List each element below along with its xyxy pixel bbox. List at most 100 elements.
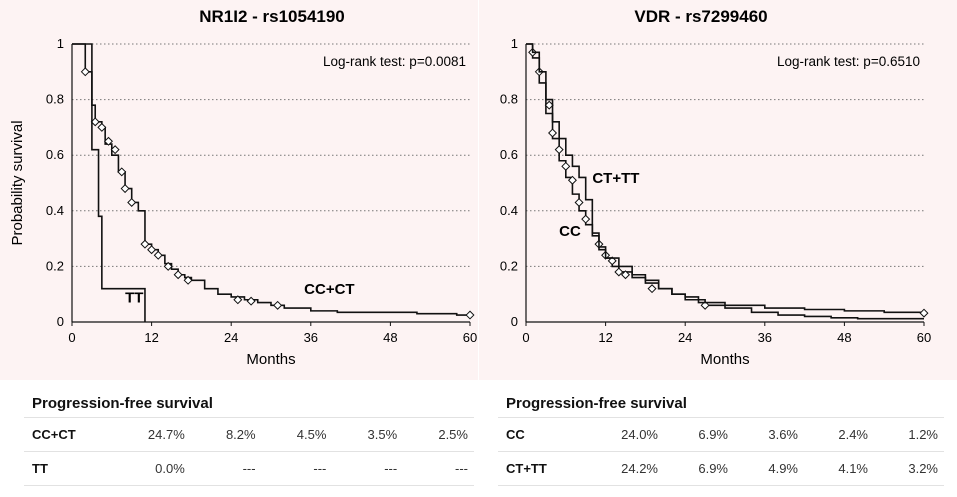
- row-group-label: TT: [32, 461, 48, 476]
- x-tick-label: 48: [837, 330, 851, 345]
- censor-marker: [80, 67, 90, 77]
- table-cell: 2.5%: [438, 427, 468, 442]
- censor-marker: [140, 239, 150, 249]
- series-label: CT+TT: [592, 170, 639, 187]
- y-tick-label: 0.2: [500, 258, 518, 273]
- series-label: TT: [125, 290, 143, 307]
- censor-marker: [581, 214, 591, 224]
- table-row: CT+TT 24.2% 6.9% 4.9% 4.1% 3.2%: [498, 451, 944, 486]
- table-cell: 3.5%: [367, 427, 398, 442]
- y-tick-label: 1: [511, 36, 518, 51]
- censor-marker: [97, 122, 107, 132]
- censor-marker: [153, 250, 163, 260]
- km-chart-nr1i2: NR1I2 - rs1054190 0 0.2 0.4 0.6 0.8 1 0 12 24 36 48…: [0, 0, 478, 380]
- censor-marker: [574, 197, 584, 207]
- plot-background: [0, 0, 478, 380]
- x-tick-label: 48: [383, 330, 397, 345]
- chart-title: VDR - rs7299460: [634, 7, 767, 26]
- table-cell: ---: [384, 461, 398, 476]
- x-tick-label: 12: [598, 330, 612, 345]
- censor-marker: [110, 145, 120, 155]
- row-group-label: CC: [506, 427, 525, 442]
- censor-marker: [120, 184, 130, 194]
- y-tick-label: 0.4: [46, 203, 64, 218]
- y-tick-label: 0: [57, 314, 64, 329]
- table-row: TT 0.0% --- --- --- ---: [24, 451, 474, 486]
- y-tick-label: 0.8: [500, 92, 518, 107]
- pfs-table-vdr: Progression-free survival CC 24.0% 6.9% …: [498, 395, 944, 486]
- censor-marker: [173, 270, 183, 280]
- pfs-table-nr1i2: Progression-free survival CC+CT 24.7% 8.…: [24, 395, 474, 486]
- table-cell: 24.7%: [147, 427, 185, 442]
- censor-marker: [620, 270, 631, 280]
- x-tick-label: 0: [522, 330, 529, 345]
- pfs-table-title: Progression-free survival: [506, 395, 687, 412]
- y-tick-label: 0.4: [500, 203, 518, 218]
- table-cell: 3.6%: [768, 427, 798, 442]
- table-row: CC 24.0% 6.9% 3.6% 2.4% 1.2%: [498, 417, 944, 451]
- log-rank-annotation: Log-rank test: p=0.0081: [323, 54, 466, 69]
- plot-background: [479, 0, 957, 380]
- table-cell: 4.5%: [296, 427, 327, 442]
- censor-marker: [647, 284, 657, 294]
- row-group-label: CC+CT: [32, 427, 76, 442]
- log-rank-annotation: Log-rank test: p=0.6510: [777, 54, 920, 69]
- table-row: CC+CT 24.7% 8.2% 4.5% 3.5% 2.5%: [24, 417, 474, 451]
- x-tick-label: 24: [678, 330, 692, 345]
- censor-marker: [554, 145, 564, 155]
- x-axis-label: Months: [246, 351, 295, 368]
- censor-marker: [246, 296, 256, 306]
- censor-marker: [117, 167, 127, 177]
- x-tick-label: 24: [224, 330, 238, 345]
- chart-title: NR1I2 - rs1054190: [199, 7, 345, 26]
- censor-marker: [614, 267, 624, 277]
- y-tick-label: 0.8: [46, 92, 64, 107]
- table-cell: ---: [454, 461, 468, 476]
- series-label: CC+CT: [304, 281, 354, 298]
- censor-marker: [567, 175, 577, 185]
- censor-marker: [465, 310, 475, 320]
- table-cell: 1.2%: [908, 427, 938, 442]
- table-cell: ---: [242, 461, 256, 476]
- censor-marker: [919, 308, 929, 318]
- y-tick-label: 0.6: [500, 147, 518, 162]
- table-cell: 24.2%: [621, 461, 658, 476]
- censor-marker: [548, 128, 558, 138]
- censor-marker: [127, 197, 137, 207]
- table-cell: 0.0%: [155, 461, 185, 476]
- km-curve-tt: [72, 43, 146, 322]
- table-cell: 2.4%: [838, 427, 868, 442]
- table-cell: 6.9%: [698, 461, 728, 476]
- censor-marker: [233, 295, 243, 305]
- table-cell: 4.9%: [768, 461, 798, 476]
- km-chart-vdr: VDR - rs7299460 0 0.2 0.4 0.6 0.8 1 0 12 24 36 48 60…: [479, 0, 957, 380]
- censor-marker: [90, 117, 100, 127]
- table-cell: 6.9%: [698, 427, 728, 442]
- x-tick-label: 12: [144, 330, 158, 345]
- table-cell: 24.0%: [621, 427, 658, 442]
- x-tick-label: 0: [68, 330, 75, 345]
- censor-marker: [147, 245, 157, 255]
- row-group-label: CT+TT: [506, 461, 547, 476]
- y-tick-label: 0.6: [46, 147, 64, 162]
- pfs-table-title: Progression-free survival: [32, 395, 213, 412]
- x-tick-label: 60: [917, 330, 931, 345]
- x-axis-label: Months: [700, 351, 749, 368]
- chart-svg: NR1I2 - rs1054190 0 0.2 0.4 0.6 0.8 1 0 12 24 36 48…: [0, 0, 478, 380]
- x-tick-label: 60: [463, 330, 477, 345]
- censor-marker: [561, 161, 571, 171]
- series-label: CC: [559, 223, 581, 240]
- x-tick-label: 36: [304, 330, 318, 345]
- y-tick-label: 0.2: [46, 258, 64, 273]
- chart-svg: VDR - rs7299460 0 0.2 0.4 0.6 0.8 1 0 12 24 36 48 60…: [479, 0, 957, 380]
- y-tick-label: 1: [57, 36, 64, 51]
- censor-marker: [163, 261, 173, 271]
- y-tick-label: 0: [511, 314, 518, 329]
- table-cell: 4.1%: [838, 461, 868, 476]
- x-tick-label: 36: [758, 330, 772, 345]
- censor-marker: [103, 136, 113, 146]
- table-cell: 3.2%: [908, 461, 938, 476]
- censor-marker: [273, 300, 283, 310]
- km-curve-ct-tt: [526, 43, 925, 314]
- table-cell: ---: [313, 461, 327, 476]
